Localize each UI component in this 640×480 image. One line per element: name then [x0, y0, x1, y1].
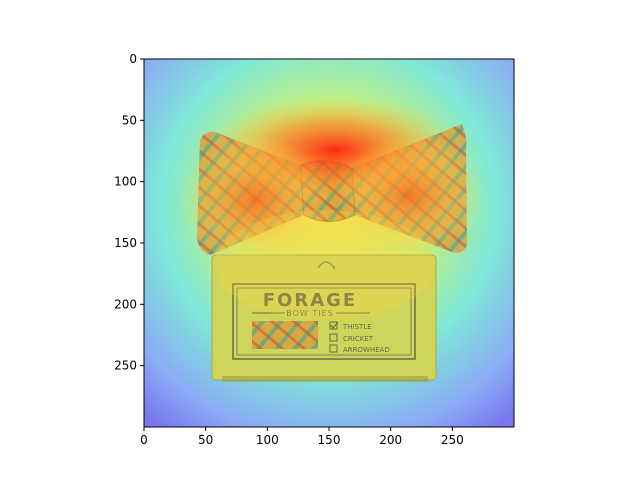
y-tick-label: 200: [114, 297, 137, 311]
option-label: ARROWHEAD: [343, 346, 390, 354]
x-axis: 0 50 100 150 200 250: [140, 427, 464, 447]
image-overlay: FORAGE BOW TIES THISTLE CRICKET ARROWHEA…: [144, 59, 514, 427]
x-tick-label: 250: [441, 433, 464, 447]
option-label: THISTLE: [342, 323, 372, 331]
y-tick-label: 100: [114, 175, 137, 189]
brand-label: FORAGE: [263, 290, 357, 311]
y-axis: 0 50 100 150 200 250: [114, 52, 144, 373]
y-tick-label: 250: [114, 359, 137, 373]
x-tick-label: 200: [379, 433, 402, 447]
x-tick-label: 150: [318, 433, 341, 447]
fabric-swatch: [252, 321, 318, 349]
option-list: THISTLE CRICKET ARROWHEAD: [329, 321, 390, 354]
check-icon: [330, 321, 339, 330]
heat-hotspots: [180, 95, 485, 320]
x-tick-label: 0: [140, 433, 148, 447]
y-tick-label: 150: [114, 236, 137, 250]
x-tick-label: 100: [256, 433, 279, 447]
brand-subtitle: BOW TIES: [286, 309, 333, 318]
x-tick-label: 50: [198, 433, 213, 447]
gift-box: FORAGE BOW TIES THISTLE CRICKET ARROWHEA…: [211, 254, 437, 382]
y-tick-label: 50: [122, 113, 137, 127]
y-tick-label: 0: [129, 52, 137, 66]
option-label: CRICKET: [343, 335, 374, 343]
